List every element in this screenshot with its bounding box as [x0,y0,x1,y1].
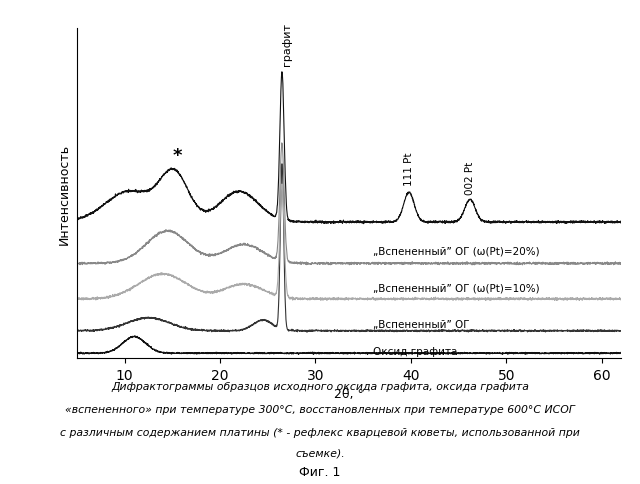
Text: 111 Pt: 111 Pt [404,152,414,185]
X-axis label: 2θ, °: 2θ, ° [334,387,364,400]
Text: *: * [172,147,182,165]
Text: съемке).: съемке). [295,448,345,458]
Text: «вспененного» при температуре 300°C, восстановленных при температуре 600°C ИСОГ: «вспененного» при температуре 300°C, вос… [65,405,575,414]
Text: Оксид графита: Оксид графита [372,347,457,357]
Text: Дифрактограммы образцов исходного оксида графита, оксида графита: Дифрактограммы образцов исходного оксида… [111,382,529,392]
Text: „Вспененный” ОГ (ω(Pt)=20%): „Вспененный” ОГ (ω(Pt)=20%) [372,246,540,256]
Text: графит: графит [282,23,292,66]
Text: с различным содержанием платины (* - рефлекс кварцевой кюветы, использованной пр: с различным содержанием платины (* - реф… [60,428,580,438]
Text: „Вспененный” ОГ (ω(Pt)=10%): „Вспененный” ОГ (ω(Pt)=10%) [372,283,540,293]
Y-axis label: Интенсивность: Интенсивность [58,143,71,244]
Text: 002 Pt: 002 Pt [465,161,475,194]
Text: Фиг. 1: Фиг. 1 [300,465,340,478]
Text: „Вспененный” ОГ: „Вспененный” ОГ [372,319,469,329]
